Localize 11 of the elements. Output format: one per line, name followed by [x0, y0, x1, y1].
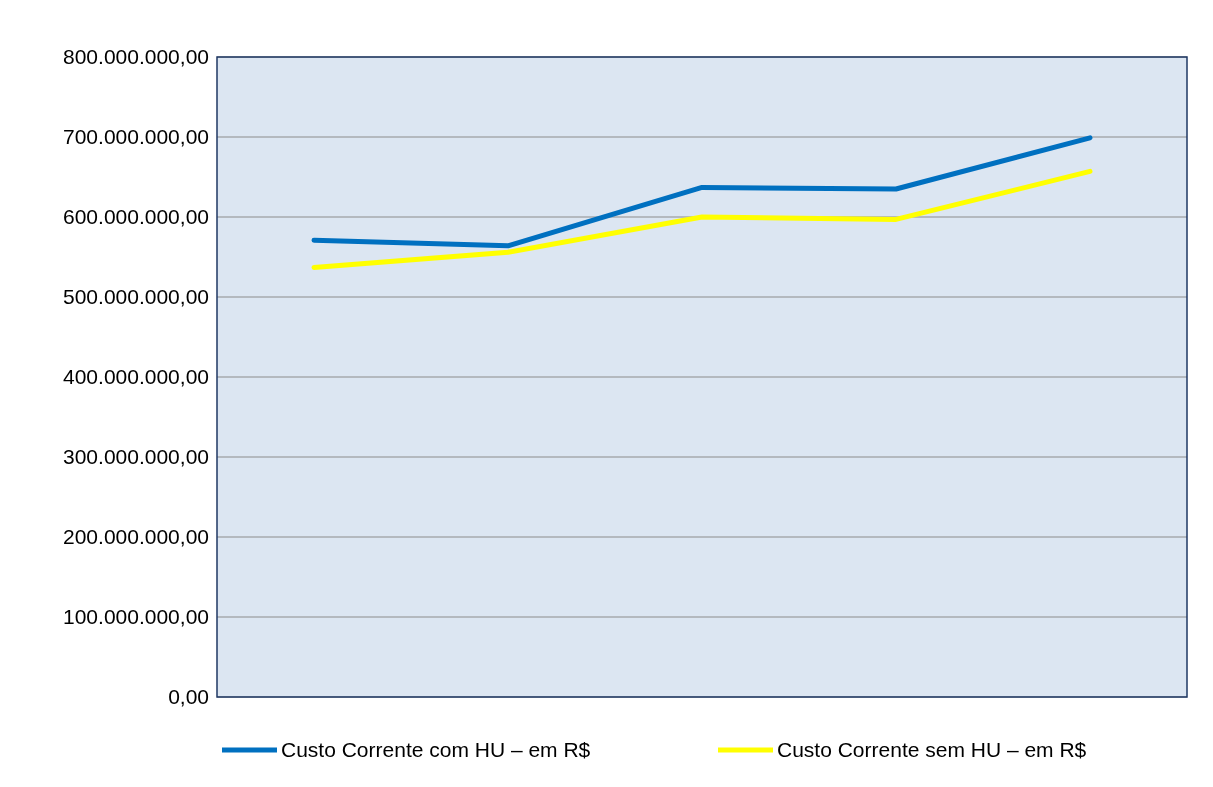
y-tick-label: 800.000.000,00 — [63, 45, 209, 69]
legend-label: Custo Corrente com HU – em R$ — [281, 738, 591, 761]
y-tick-label: 400.000.000,00 — [63, 365, 209, 389]
y-tick-label: 0,00 — [168, 685, 209, 709]
y-tick-label: 100.000.000,00 — [63, 605, 209, 629]
y-tick-label: 500.000.000,00 — [63, 285, 209, 309]
y-tick-label: 200.000.000,00 — [63, 525, 209, 549]
y-tick-label: 700.000.000,00 — [63, 125, 209, 149]
legend-label: Custo Corrente sem HU – em R$ — [777, 738, 1087, 761]
y-tick-label: 600.000.000,00 — [63, 205, 209, 229]
y-tick-label: 300.000.000,00 — [63, 445, 209, 469]
